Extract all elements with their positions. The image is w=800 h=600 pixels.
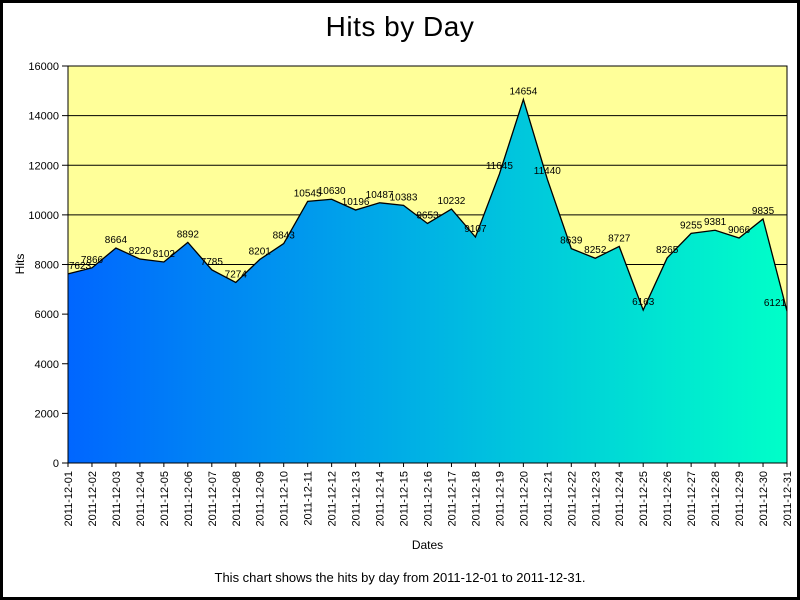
x-tick-label: 2011-12-06 <box>183 471 195 526</box>
x-tick-label: 2011-12-10 <box>279 471 291 526</box>
y-tick-label: 10000 <box>28 210 59 222</box>
series-outline <box>67 97 788 312</box>
x-tick-label: 2011-12-24 <box>614 471 626 526</box>
x-tick-label: 2011-12-20 <box>518 471 530 526</box>
x-tick-label: 2011-12-03 <box>111 471 123 526</box>
x-tick-label: 2011-12-29 <box>734 471 746 526</box>
data-label: 7866 <box>81 255 104 266</box>
y-axis-title: Hits <box>13 254 27 275</box>
chart-caption: This chart shows the hits by day from 20… <box>214 570 586 585</box>
y-tick-label: 6000 <box>35 309 59 321</box>
data-label: 8265 <box>656 245 679 256</box>
x-tick-label: 2011-12-12 <box>327 471 339 526</box>
x-tick-label: 2011-12-17 <box>446 471 458 526</box>
x-axis-title: Dates <box>411 538 444 552</box>
chart-title: Hits by Day <box>325 11 475 42</box>
x-tick-label: 2011-12-07 <box>207 471 219 526</box>
x-tick-label: 2011-12-27 <box>686 471 698 526</box>
x-tick-label: 2011-12-08 <box>231 471 243 526</box>
data-label: 9835 <box>752 206 775 217</box>
data-label: 9066 <box>728 225 751 236</box>
y-tick-label: 16000 <box>28 61 59 73</box>
x-tick-label: 2011-12-26 <box>662 471 674 526</box>
x-tick-label: 2011-12-05 <box>159 471 171 526</box>
y-tick-label: 8000 <box>35 260 59 272</box>
x-tick-label: 2011-12-16 <box>423 471 435 526</box>
y-tick-label: 2000 <box>35 408 59 420</box>
y-tick-label: 4000 <box>35 359 59 371</box>
x-tick-label: 2011-12-28 <box>710 471 722 526</box>
x-tick-label: 2011-12-15 <box>399 471 411 526</box>
y-tick-label: 0 <box>53 458 59 470</box>
x-tick-label: 2011-12-30 <box>758 471 770 526</box>
area-series <box>68 99 787 464</box>
data-label: 7785 <box>201 257 224 268</box>
x-tick-label: 2011-12-02 <box>87 471 99 526</box>
x-tick-label: 2011-12-21 <box>542 471 554 526</box>
data-label: 14654 <box>509 86 537 97</box>
data-label: 8201 <box>249 247 272 258</box>
data-label: 8252 <box>584 245 607 256</box>
x-tick-label: 2011-12-31 <box>782 471 794 526</box>
data-label: 11440 <box>534 166 562 177</box>
data-label: 8843 <box>273 231 296 242</box>
data-label: 8664 <box>105 235 128 246</box>
data-label: 10487 <box>366 190 394 201</box>
data-label: 10630 <box>318 186 346 197</box>
x-tick-label: 2011-12-01 <box>63 471 75 526</box>
data-label: 10383 <box>390 192 418 203</box>
data-label: 10545 <box>294 188 322 199</box>
data-label: 7623 <box>69 261 92 272</box>
data-label: 8102 <box>153 249 176 260</box>
x-tick-label: 2011-12-18 <box>470 471 482 526</box>
data-label: 8639 <box>560 236 583 247</box>
data-label: 8727 <box>608 233 631 244</box>
x-tick-label: 2011-12-23 <box>590 471 602 526</box>
x-tick-label: 2011-12-13 <box>351 471 363 526</box>
data-label: 9107 <box>464 224 487 235</box>
data-label: 8892 <box>177 229 200 240</box>
y-tick-label: 12000 <box>28 160 59 172</box>
data-label: 8220 <box>129 246 152 257</box>
data-label: 9653 <box>416 210 439 221</box>
x-tick-label: 2011-12-25 <box>638 471 650 526</box>
data-label: 7274 <box>225 270 248 281</box>
x-tick-label: 2011-12-22 <box>566 471 578 526</box>
x-tick-label: 2011-12-04 <box>135 471 147 526</box>
y-tick-label: 14000 <box>28 111 59 123</box>
x-tick-label: 2011-12-14 <box>375 471 387 526</box>
data-label: 6163 <box>632 297 655 308</box>
plot-area: 0 2000 4000 6000 8000 10000 12000 14000 16000 201… <box>28 61 794 526</box>
data-label: 6121 <box>764 298 787 309</box>
data-label: 10232 <box>438 196 466 207</box>
data-label: 11645 <box>486 161 514 172</box>
data-label: 9255 <box>680 220 703 231</box>
x-tick-label: 2011-12-09 <box>255 471 267 526</box>
x-tick-label: 2011-12-11 <box>303 471 315 526</box>
x-tick-label: 2011-12-19 <box>494 471 506 526</box>
data-label: 9381 <box>704 217 727 228</box>
data-label: 10196 <box>342 197 370 208</box>
